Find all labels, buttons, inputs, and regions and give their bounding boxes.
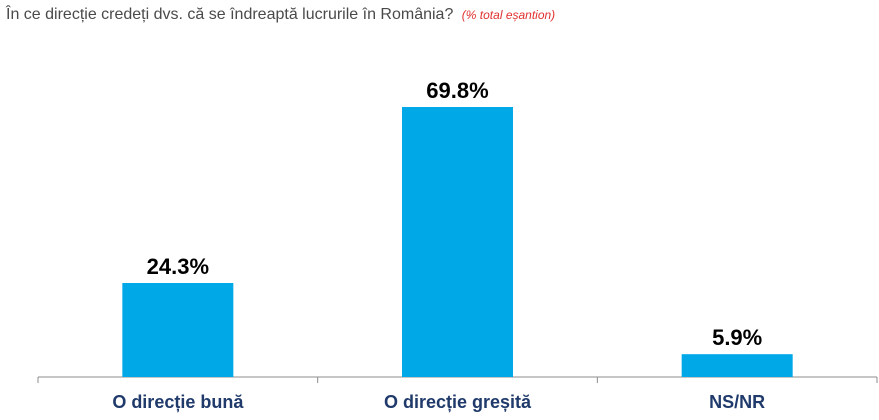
x-axis: O direcție bună O direcție greșită NS/NR	[37, 376, 878, 412]
data-label-3: 5.9%	[712, 325, 762, 350]
bar-3	[681, 354, 793, 377]
bar-1	[122, 283, 234, 377]
data-label-2: 69.8%	[426, 78, 488, 103]
chart-title: În ce direcție credeți dvs. că se îndrea…	[6, 6, 555, 24]
data-label-1: 24.3%	[147, 254, 209, 279]
bar-2	[402, 107, 513, 377]
category-label-1: O direcție bună	[112, 392, 244, 412]
category-label-2: O direcție greșită	[384, 392, 532, 412]
chart-title-note: (% total eșantion)	[461, 8, 556, 22]
chart-title-text: În ce direcție credeți dvs. că se îndrea…	[6, 6, 454, 23]
bars: 24.3% 69.8% 5.9%	[122, 78, 793, 377]
category-label-3: NS/NR	[709, 392, 765, 412]
